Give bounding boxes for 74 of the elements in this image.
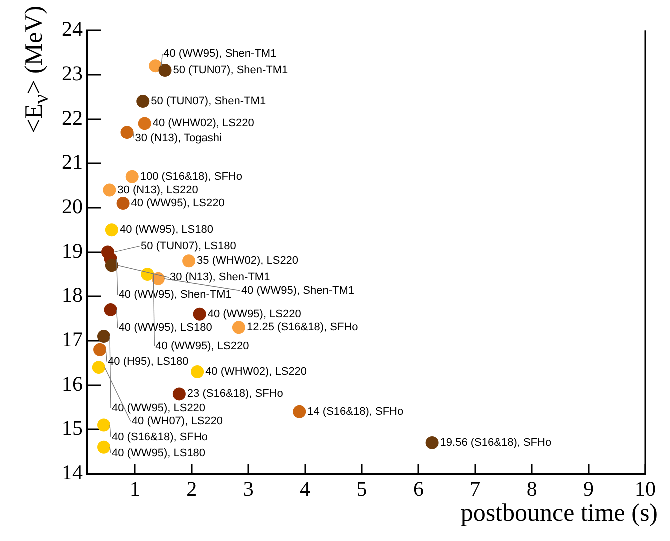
y-tick-label: 24 [62,17,84,42]
point [103,184,116,197]
x-tick-label: 5 [356,477,368,502]
annotation: 30 (N13), Togashi [135,132,222,145]
y-tick-label: 22 [62,106,83,130]
annotation: 35 (WHW02), LS220 [197,255,299,268]
x-tick-label: 4 [300,477,312,502]
annotation: 50 (TUN07), LS180 [140,240,236,252]
annotation: 50 (TUN07), Shen-TM1 [173,64,288,77]
point [149,60,162,73]
y-tick-label: 15 [62,416,83,440]
point [426,436,439,450]
x-tick-label: 6 [413,477,424,502]
point [120,126,134,140]
annotation: 40 (WW95), LS220 [131,198,225,210]
point [191,366,204,379]
y-tick-label: 19 [62,238,83,263]
annotation: 40 (WW95), LS220 [112,402,206,415]
annotation: 23 (S16&18), SFHo [187,388,284,400]
point [138,117,152,130]
annotation: 40 (WW95), LS220 [156,340,250,352]
x-tick-label: 7 [470,477,481,502]
y-tick-label: 17 [62,327,83,352]
annotation: 40 (WW95), LS180 [120,224,214,236]
annotation: 100 (S16&18), SFHo [140,170,242,183]
x-tick-label: 10 [635,477,656,502]
point [116,197,130,210]
point [98,418,111,432]
annotation: 14 (S16&18), SFHo [308,406,404,418]
annotation: 40 (WHW02), LS220 [206,366,308,378]
x-axis-title: postbounce time (s) [460,500,658,528]
y-tick-label: 20 [62,194,83,218]
x-tick-label: 8 [526,477,538,502]
annotation: 40 (S16&18), SFHo [112,431,208,444]
annotation: 40 (H95), LS180 [108,356,189,368]
annotation: 19.56 (S16&18), SFHo [440,436,552,449]
point [182,254,196,268]
x-tick-label: 3 [243,477,254,502]
point [232,321,246,334]
x-tick-label: 1 [130,477,140,502]
annotation: 40 (WW95), Shen-TM1 [164,48,277,60]
annotation: 30 (N13), LS220 [118,184,198,196]
point [105,259,118,272]
annotation: 40 (WHW02), LS220 [152,118,254,130]
annotation: 40 (WW95), LS220 [208,308,302,320]
y-tick-label: 18 [62,283,83,308]
y-tick-label: 21 [62,150,83,174]
point [98,330,111,344]
annotation: 12.25 (S16&18), SFHo [246,322,358,334]
point [152,272,165,286]
y-tick-label: 16 [62,372,83,396]
y-tick-label: 23 [62,61,83,86]
point [141,268,154,281]
point [105,224,118,237]
annotation: 40 (WW95), LS180 [118,322,212,334]
point [158,64,172,78]
point [92,361,106,374]
x-tick-label: 2 [186,477,198,502]
annotation: 30 (N13), Shen-TM1 [170,272,270,284]
point [293,405,306,418]
annotation: 40 (WW95), Shen-TM1 [241,284,355,297]
point [98,440,111,454]
annotation: 50 (TUN07), Shen-TM1 [151,96,266,108]
annotation: 40 (WH07), LS220 [132,416,224,428]
point [126,170,139,184]
point [94,343,107,356]
y-tick-label: 14 [62,460,84,485]
x-tick-label: 9 [584,477,594,502]
point [104,303,118,316]
point [136,95,150,108]
annotation: 40 (WW95), LS180 [112,447,206,460]
annotation: 40 (WW95), Shen-TM1 [118,288,232,301]
point [172,388,186,401]
point [193,308,206,321]
